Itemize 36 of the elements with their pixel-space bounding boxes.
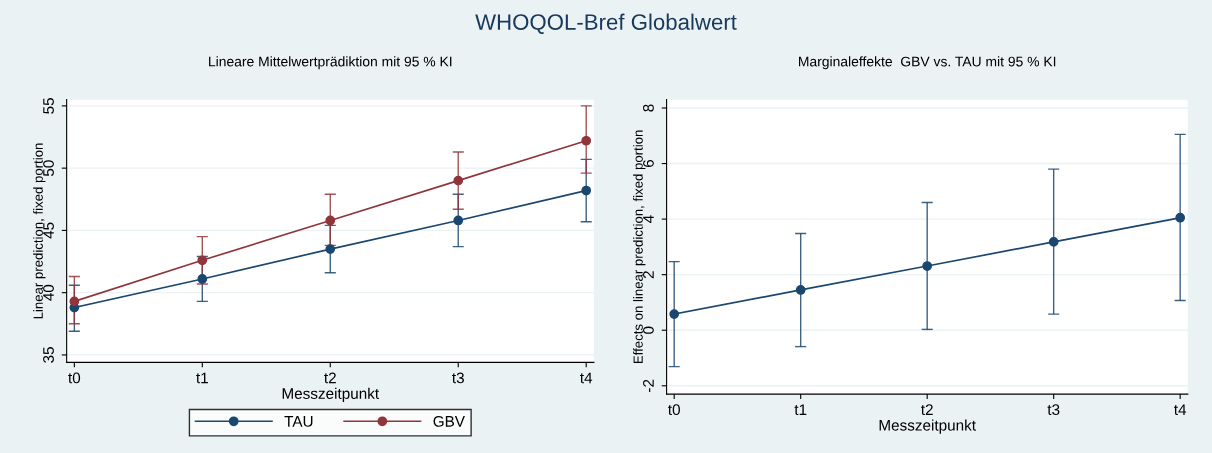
x-tick-label: t0	[68, 372, 81, 384]
point	[669, 309, 680, 319]
point	[453, 175, 464, 186]
point	[1048, 237, 1059, 247]
x-tick-label: t4	[580, 372, 593, 384]
y-tick-label: -2	[643, 379, 654, 392]
x-axis-title: Messzeitpunkt	[879, 419, 976, 434]
y-tick-label: 55	[43, 98, 54, 114]
point	[1175, 212, 1186, 223]
x-tick-label: t1	[794, 404, 807, 416]
x-tick-label: t4	[1174, 404, 1187, 416]
point	[581, 185, 592, 196]
x-tick-label: t2	[324, 372, 336, 384]
point	[69, 296, 80, 307]
x-tick-label: t3	[452, 372, 464, 384]
point	[197, 274, 208, 284]
point	[453, 215, 464, 226]
x-axis-title: Messzeitpunkt	[282, 387, 379, 402]
y-tick-label: 35	[43, 347, 54, 363]
point	[325, 244, 336, 254]
point	[922, 261, 933, 271]
y-tick-label: 8	[643, 104, 654, 112]
chart-title: WHOQOL-Bref Globalwert	[475, 13, 737, 34]
point	[581, 135, 592, 146]
legend-label: TAU	[284, 416, 313, 427]
y-tick-label: 2	[643, 271, 654, 279]
chart-subtitle: Marginaleffekte GBV vs. TAU mit 95 % KI	[799, 56, 1056, 70]
legend-label: GBV	[433, 415, 465, 427]
point	[325, 215, 336, 226]
x-tick-label: t2	[921, 404, 933, 416]
x-tick-label: t3	[1047, 404, 1060, 416]
point	[197, 255, 208, 266]
x-tick-label: t0	[668, 404, 680, 416]
chart-subtitle: Lineare Mittelwertprädiktion mit 95 % KI	[209, 56, 452, 70]
x-tick-label: t1	[196, 372, 208, 384]
point	[795, 285, 806, 295]
